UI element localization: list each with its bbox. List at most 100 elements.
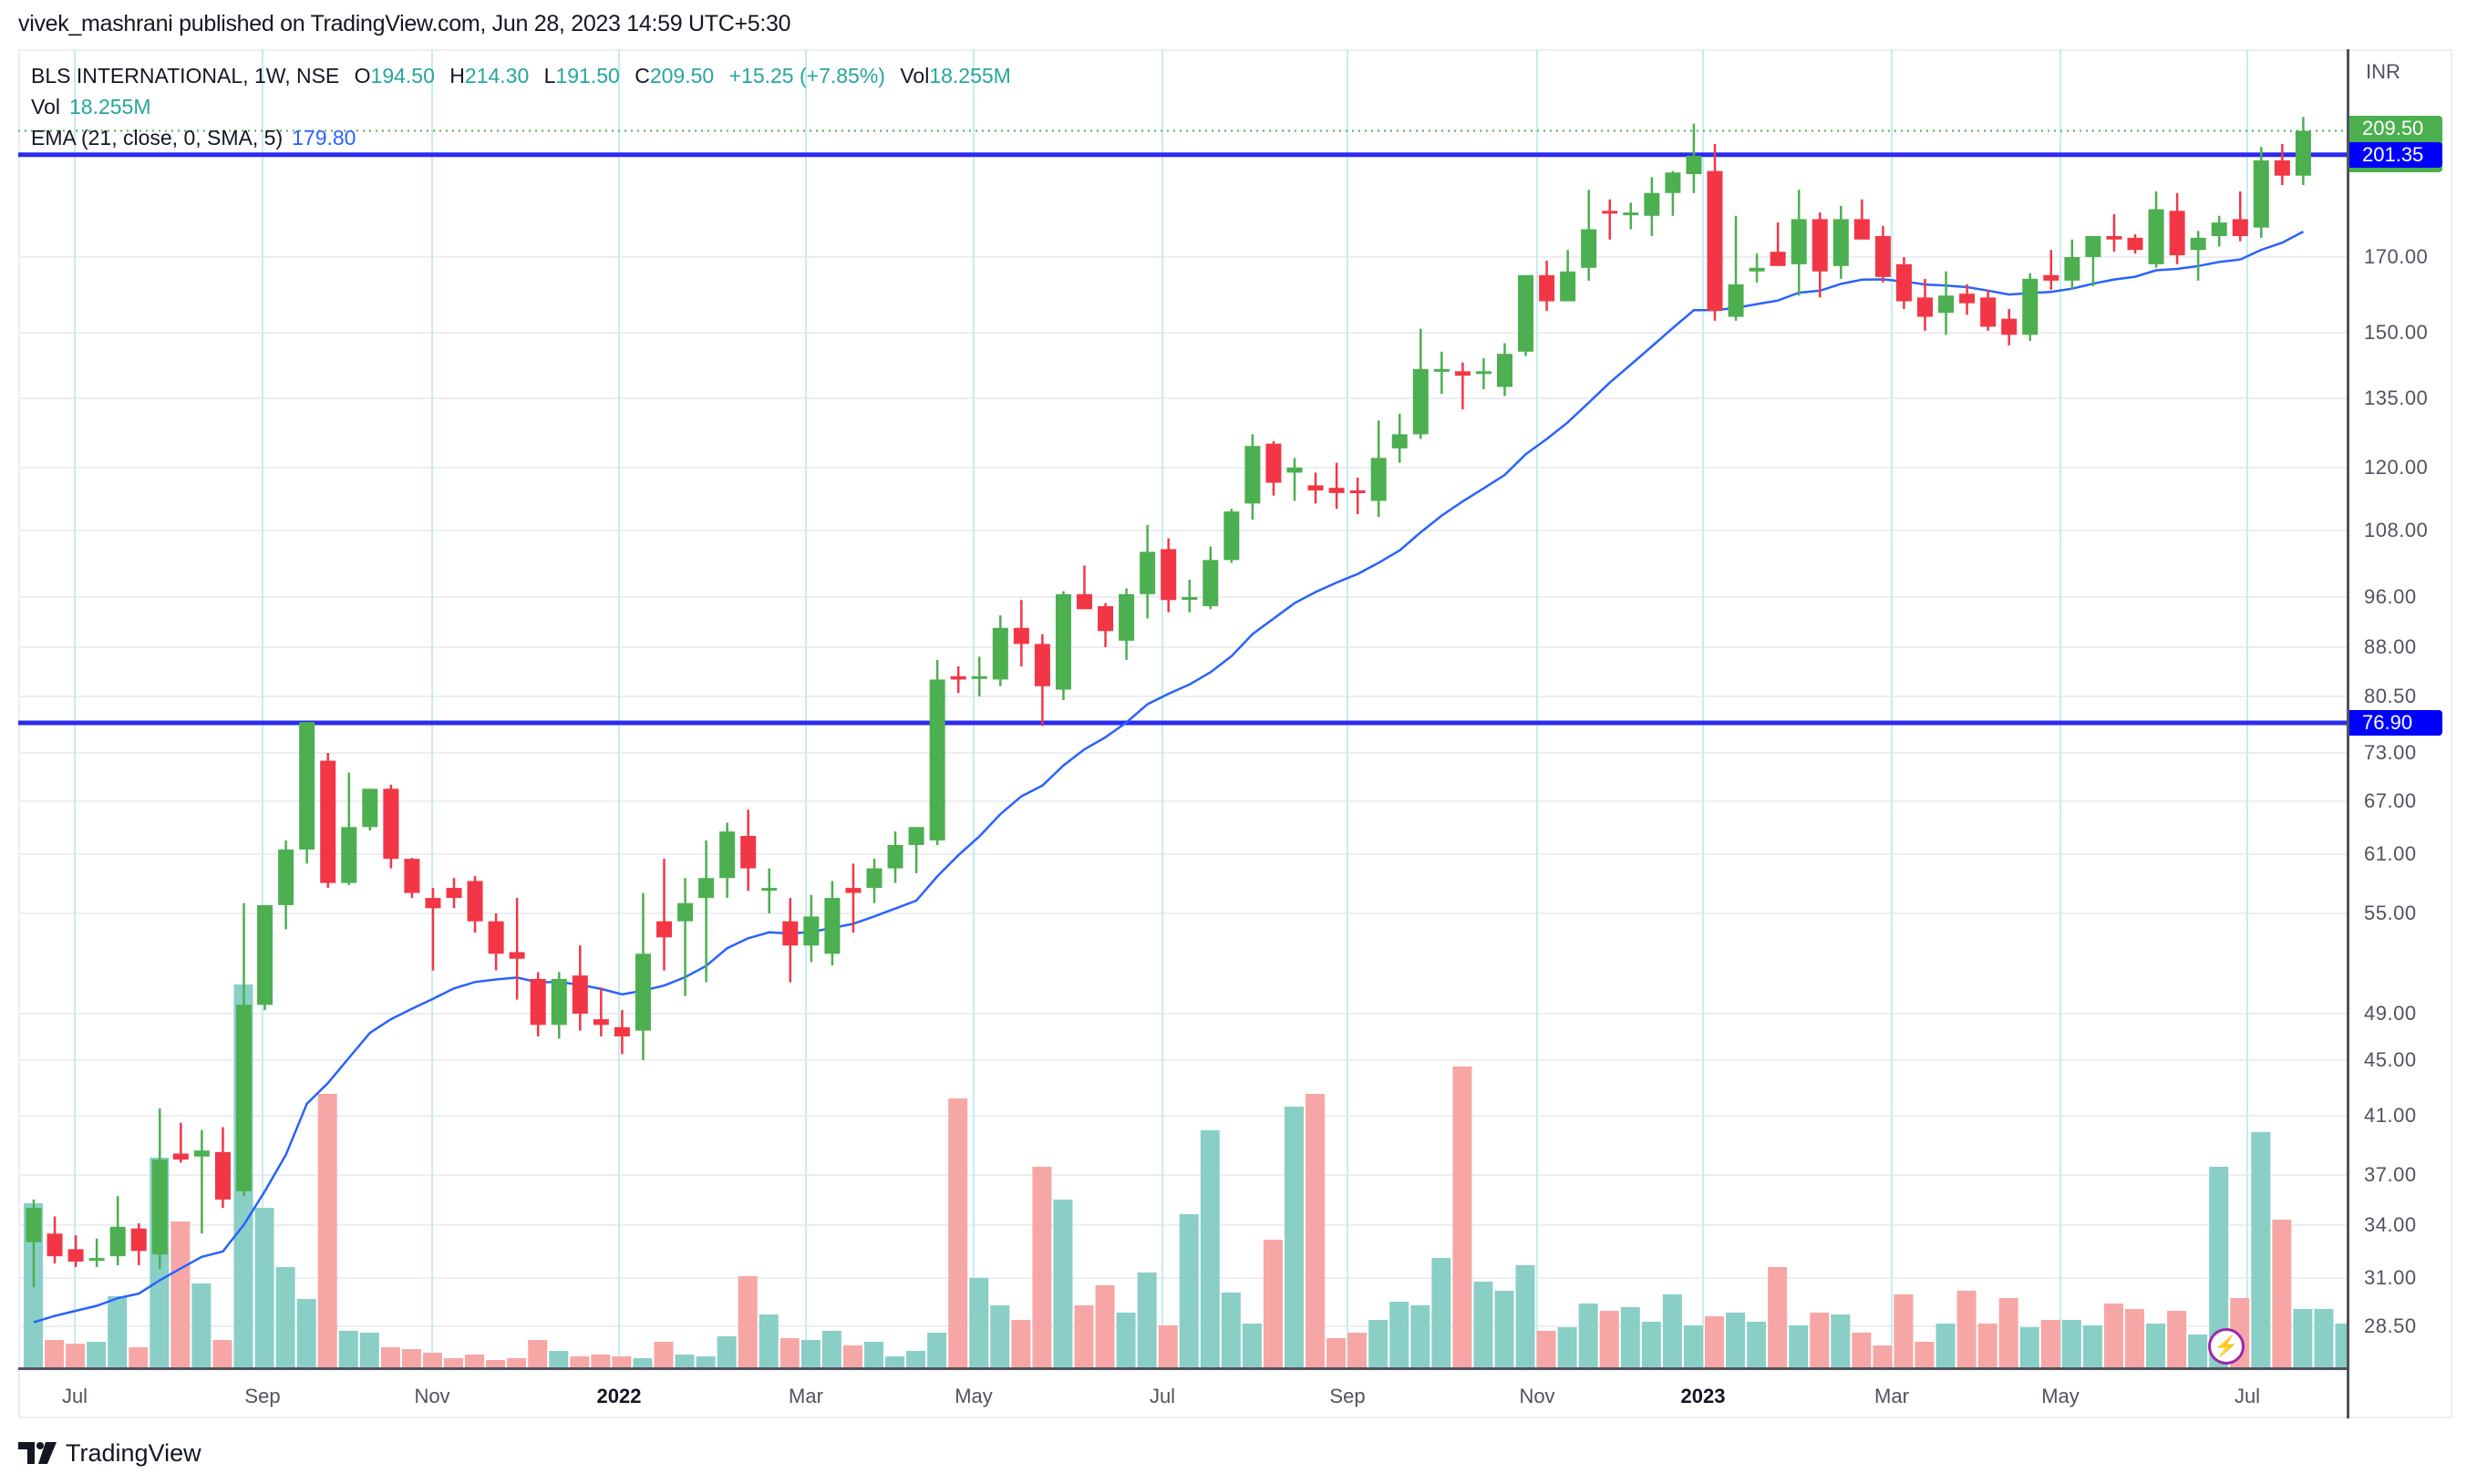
candle-body[interactable]	[1812, 219, 1828, 272]
candle-body[interactable]	[236, 1005, 252, 1191]
candle-body[interactable]	[1832, 219, 1849, 266]
candle-body[interactable]	[1034, 644, 1050, 686]
candle-body[interactable]	[193, 1150, 210, 1157]
candle-body[interactable]	[130, 1228, 147, 1252]
candle-body[interactable]	[1286, 468, 1303, 473]
candle-body[interactable]	[1077, 593, 1092, 610]
legend-ohlc-row[interactable]: BLS INTERNATIONAL, 1W, NSE O194.50 H214.…	[31, 64, 1011, 88]
candle-body[interactable]	[1938, 295, 1955, 314]
candle-body[interactable]	[698, 878, 715, 899]
candle-body[interactable]	[1539, 274, 1555, 302]
time-axis[interactable]: Jul Sep Nov 2022 Mar May Jul Sep Nov 2023 Mar May Ju…	[18, 1367, 2347, 1418]
candle-body[interactable]	[1328, 488, 1345, 493]
candle-body[interactable]	[1265, 443, 1282, 483]
candle-body[interactable]	[341, 827, 357, 883]
candle-body[interactable]	[1370, 458, 1387, 501]
candle-body[interactable]	[1581, 229, 1597, 268]
candle-body[interactable]	[26, 1208, 42, 1242]
candle-body[interactable]	[1874, 235, 1891, 277]
candle-body[interactable]	[2295, 130, 2311, 176]
candle-body[interactable]	[1412, 368, 1429, 435]
candle-body[interactable]	[803, 916, 820, 946]
candle-body[interactable]	[782, 921, 799, 946]
candle-body[interactable]	[530, 978, 546, 1025]
candle-body[interactable]	[2085, 235, 2101, 257]
candle-body[interactable]	[2064, 257, 2080, 281]
legend-volume-row[interactable]: Vol 18.255M	[31, 95, 151, 119]
candle-body[interactable]	[1623, 212, 1639, 216]
candle-body[interactable]	[1013, 627, 1029, 644]
candle-body[interactable]	[1454, 371, 1471, 376]
candle-body[interactable]	[1098, 605, 1114, 632]
candle-body[interactable]	[572, 975, 588, 1014]
candle-body[interactable]	[635, 953, 651, 1031]
candle-body[interactable]	[2211, 222, 2227, 236]
legend-ema-row[interactable]: EMA (21, close, 0, SMA, 5) 179.80	[31, 122, 1011, 153]
candle-body[interactable]	[719, 831, 736, 879]
price-pane[interactable]	[18, 49, 2347, 1369]
candle-body[interactable]	[1203, 560, 1219, 606]
candle-body[interactable]	[1665, 172, 1681, 193]
candle-body[interactable]	[1433, 368, 1450, 372]
candle-body[interactable]	[467, 881, 483, 922]
candle-body[interactable]	[677, 902, 694, 922]
candle-body[interactable]	[1707, 170, 1723, 312]
candle-body[interactable]	[740, 836, 757, 869]
candle-body[interactable]	[299, 722, 315, 850]
candle-body[interactable]	[845, 888, 862, 893]
candle-body[interactable]	[992, 627, 1008, 680]
candle-body[interactable]	[172, 1153, 189, 1160]
candle-body[interactable]	[2169, 211, 2185, 256]
candle-body[interactable]	[1917, 297, 1933, 317]
candle-body[interactable]	[1223, 511, 1240, 561]
candle-body[interactable]	[2232, 219, 2248, 236]
candle-body[interactable]	[425, 898, 441, 909]
candle-body[interactable]	[2043, 274, 2059, 281]
candle-body[interactable]	[257, 904, 274, 1005]
candle-body[interactable]	[593, 1019, 609, 1025]
candle-body[interactable]	[46, 1233, 63, 1257]
candle-body[interactable]	[1119, 593, 1135, 641]
candle-body[interactable]	[1244, 446, 1261, 504]
candle-body[interactable]	[109, 1226, 126, 1257]
lightning-icon[interactable]: ⚡	[2208, 1328, 2245, 1365]
candle-body[interactable]	[614, 1026, 630, 1036]
candle-body[interactable]	[214, 1151, 231, 1200]
candle-body[interactable]	[1644, 192, 1660, 216]
candle-body[interactable]	[1749, 267, 1765, 272]
candle-body[interactable]	[908, 827, 924, 845]
candle-body[interactable]	[950, 675, 966, 680]
candle-body[interactable]	[2106, 235, 2122, 240]
candle-body[interactable]	[1161, 549, 1177, 601]
candle-body[interactable]	[1770, 252, 1786, 266]
candle-body[interactable]	[488, 921, 504, 954]
candle-body[interactable]	[1686, 155, 1702, 175]
candle-body[interactable]	[929, 679, 945, 840]
candle-body[interactable]	[887, 844, 903, 869]
candle-body[interactable]	[971, 675, 987, 679]
candle-body[interactable]	[1055, 593, 1071, 690]
candlestick-chart[interactable]	[18, 49, 2347, 1369]
candle-body[interactable]	[2253, 160, 2269, 228]
candle-body[interactable]	[88, 1258, 105, 1262]
candle-body[interactable]	[1728, 283, 1744, 317]
candle-body[interactable]	[1475, 371, 1492, 375]
candle-body[interactable]	[656, 921, 672, 938]
candle-body[interactable]	[1497, 354, 1512, 387]
candle-body[interactable]	[2148, 209, 2164, 264]
candle-body[interactable]	[1980, 297, 1997, 327]
candle-body[interactable]	[1518, 274, 1534, 352]
candle-body[interactable]	[446, 888, 462, 899]
price-axis[interactable]: INR 170.00 150.00 135.00 120.00 108.00 96.00 8…	[2347, 49, 2452, 1418]
candle-body[interactable]	[1959, 294, 1976, 304]
candle-body[interactable]	[1602, 211, 1618, 214]
candle-body[interactable]	[1791, 219, 1807, 264]
candle-body[interactable]	[1307, 485, 1324, 491]
candle-body[interactable]	[67, 1249, 84, 1262]
candle-body[interactable]	[761, 888, 778, 891]
candle-body[interactable]	[1853, 219, 1870, 240]
candle-body[interactable]	[2022, 278, 2039, 335]
candle-body[interactable]	[2127, 237, 2143, 251]
candle-body[interactable]	[2274, 160, 2290, 176]
candle-body[interactable]	[551, 978, 567, 1025]
